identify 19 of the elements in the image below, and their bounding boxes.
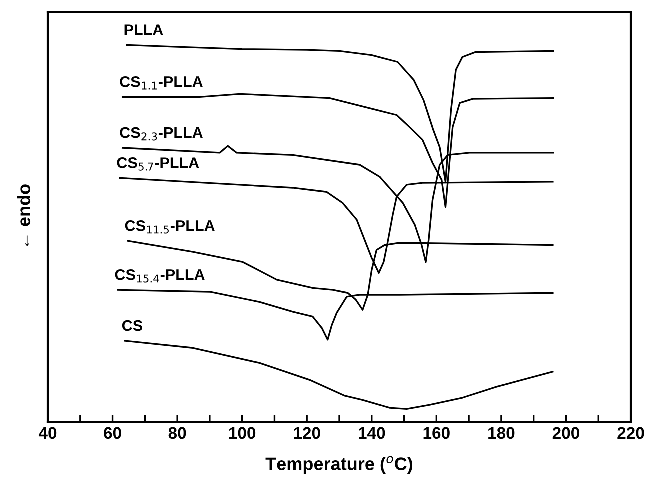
x-tick-label: 160 — [424, 427, 450, 440]
series-label: CS$_{2.3}$-PLLA — [120, 127, 203, 141]
series-label: CS$_{15.4}$-PLLA — [115, 269, 205, 283]
x-tick-label: 60 — [104, 427, 122, 440]
series-label: CS$_{5.7}$-PLLA — [117, 158, 200, 171]
series-label: PLLA — [124, 24, 164, 36]
x-axis-title: Temperature ($^{o}$C) — [266, 456, 413, 474]
x-tick-label: 180 — [488, 427, 515, 440]
y-axis-title: ← endo — [17, 184, 31, 246]
series-label: CS — [122, 320, 142, 332]
series-label: CS$_{1.1}$-PLLA — [120, 76, 203, 90]
x-tick-label: 140 — [359, 427, 386, 440]
x-tick-label: 200 — [552, 427, 580, 440]
x-tick-label: 80 — [168, 427, 186, 440]
series-label: CS$_{11.5}$-PLLA — [125, 220, 215, 234]
x-tick-label: 40 — [38, 427, 57, 440]
x-tick-label: 220 — [618, 427, 644, 440]
x-tick-label: 120 — [294, 427, 320, 440]
x-tick-label: 100 — [229, 427, 256, 440]
